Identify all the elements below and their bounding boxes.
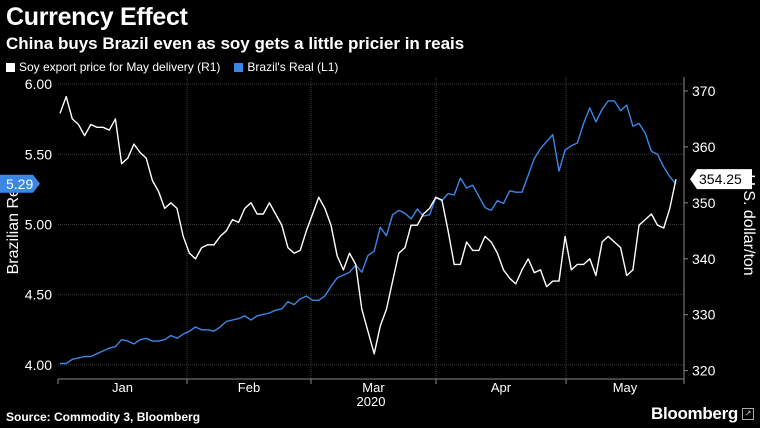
series-lines — [59, 95, 677, 365]
grid-lines — [58, 77, 684, 379]
last-value-tag-right-bg — [690, 169, 752, 190]
series-line-real — [60, 100, 677, 365]
chart-subtitle: China buys Brazil even as soy gets a lit… — [6, 34, 465, 53]
x-axis-label: 2020 — [357, 394, 386, 409]
y-tick-left: 5.00 — [25, 216, 52, 232]
legend: Soy export price for May delivery (R1) B… — [6, 60, 338, 74]
y-tick-left: 4.00 — [25, 357, 52, 373]
chart-icon: ↗ — [742, 408, 754, 420]
brand-name: Bloomberg — [650, 404, 738, 423]
legend-swatch-real — [234, 62, 244, 72]
axes: Brazilian Real U.S. dollar/ton 2020 — [5, 77, 757, 409]
y-tick-right: 320 — [692, 363, 716, 379]
last-value-tags: 5.29 354.25 — [0, 169, 752, 193]
last-value-tag-left-bg — [0, 174, 33, 193]
y-tick-left: 6.00 — [25, 76, 52, 92]
x-tick-label: Mar — [362, 380, 385, 395]
x-tick-label: May — [613, 380, 638, 395]
last-value-tag-left-arrow — [33, 174, 40, 193]
legend-label-real: Brazil's Real (L1) — [247, 60, 339, 74]
y-tick-right: 330 — [692, 307, 716, 323]
series-line-soy — [59, 95, 677, 355]
legend-swatch-soy — [6, 62, 15, 72]
legend-item-real: Brazil's Real (L1) — [234, 60, 338, 74]
y-axis-label-left: Brazilian Real — [5, 176, 22, 275]
y-tick-right: 340 — [692, 251, 716, 267]
last-value-tag-right: 354.25 — [699, 171, 742, 187]
y-tick-left: 4.50 — [25, 287, 52, 303]
y-axis-label-right: U.S. dollar/ton — [740, 174, 757, 275]
source-note: Source: Commodity 3, Bloomberg — [6, 410, 201, 424]
tick-labels: 4.00 4.50 5.00 5.50 6.00 320 330 340 350 360 370 Ja… — [25, 76, 716, 395]
y-tick-right: 370 — [692, 83, 716, 99]
y-tick-right: 360 — [692, 139, 716, 155]
x-tick-label: Feb — [238, 380, 260, 395]
y-tick-right: 350 — [692, 195, 716, 211]
chart-title: Currency Effect — [6, 3, 188, 31]
legend-label-soy: Soy export price for May delivery (R1) — [19, 60, 221, 74]
x-tick-label: Apr — [491, 380, 512, 395]
brand-logo: Bloomberg ↗ — [651, 404, 754, 424]
legend-item-soy: Soy export price for May delivery (R1) — [6, 60, 220, 74]
last-value-tag-left: 5.29 — [6, 176, 33, 192]
x-tick-label: Jan — [112, 380, 133, 395]
y-tick-left: 5.50 — [25, 146, 52, 162]
